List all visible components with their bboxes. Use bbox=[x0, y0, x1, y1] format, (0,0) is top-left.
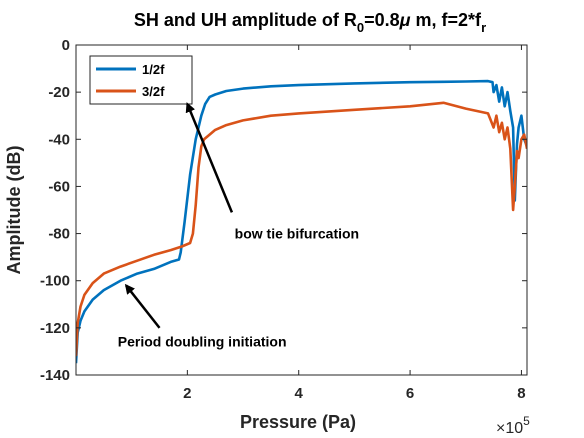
annotation-arrow bbox=[124, 283, 161, 329]
y-tick-label: 0 bbox=[62, 37, 70, 54]
annotation-label: Period doubling initiation bbox=[118, 334, 287, 350]
y-tick-label: -100 bbox=[40, 273, 70, 290]
legend-label-1-2f: 1/2f bbox=[142, 62, 165, 77]
x-tick-label: 8 bbox=[517, 385, 525, 402]
x-axis-label: Pressure (Pa) bbox=[240, 412, 356, 432]
x-tick-label: 4 bbox=[295, 385, 304, 402]
annotation-label: bow tie bifurcation bbox=[235, 225, 359, 241]
x-ticks: 2 4 6 8 bbox=[183, 45, 526, 402]
series-line-0 bbox=[76, 79, 527, 364]
legend: 1/2f 3/2f bbox=[89, 55, 193, 105]
y-tick-label: -40 bbox=[48, 131, 70, 148]
legend-label-3-2f: 3/2f bbox=[142, 84, 165, 99]
x-axis-multiplier: ×105 bbox=[496, 414, 530, 437]
x-tick-label: 2 bbox=[183, 385, 191, 402]
annotations: bow tie bifurcation Period doubling initi… bbox=[118, 102, 359, 350]
y-tick-label: -60 bbox=[48, 178, 70, 195]
legend-box bbox=[89, 55, 193, 105]
y-ticks: 0 -20 -40 -60 -80 -100 -120 -140 bbox=[40, 37, 527, 384]
chart-title: SH and UH amplitude of R0=0.8μ m, f=2*fr bbox=[134, 10, 486, 35]
annotation-arrow bbox=[185, 102, 234, 213]
y-tick-label: -140 bbox=[40, 367, 70, 384]
series-line-1 bbox=[76, 101, 527, 357]
series-layer bbox=[76, 79, 527, 364]
y-tick-label: -80 bbox=[48, 226, 70, 243]
axes-box bbox=[75, 44, 528, 376]
y-axis-label: Amplitude (dB) bbox=[4, 146, 24, 275]
x-tick-label: 6 bbox=[406, 385, 414, 402]
y-tick-label: -120 bbox=[40, 320, 70, 337]
y-tick-label: -20 bbox=[48, 84, 70, 101]
